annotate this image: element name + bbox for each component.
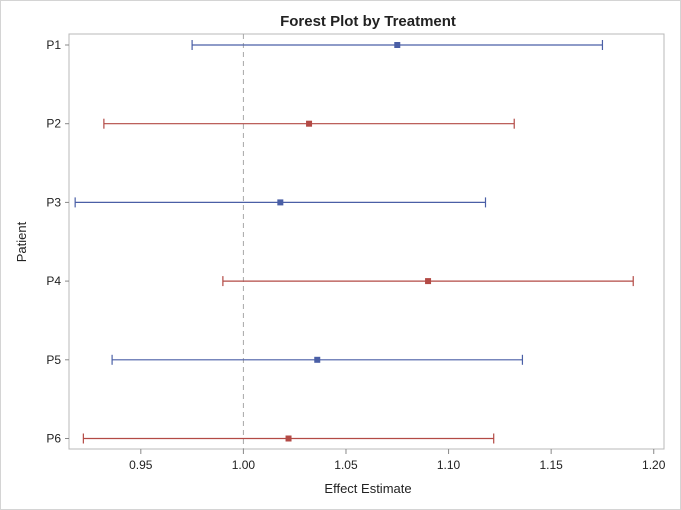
y-tick-label: P4 bbox=[46, 274, 61, 288]
ci-row-p2 bbox=[103, 118, 515, 129]
y-tick-label: P3 bbox=[46, 195, 61, 209]
y-tick-label: P6 bbox=[46, 432, 61, 446]
x-axis-label: Effect Estimate bbox=[324, 481, 411, 496]
ci-row-p3 bbox=[74, 197, 487, 208]
x-tick-label: 1.20 bbox=[642, 458, 666, 472]
estimate-marker bbox=[394, 42, 401, 48]
ci-row-p6 bbox=[82, 433, 495, 444]
x-tick-label: 1.00 bbox=[232, 458, 256, 472]
x-tick-label: 1.15 bbox=[539, 458, 563, 472]
estimate-marker bbox=[277, 199, 284, 206]
estimate-marker bbox=[314, 356, 321, 363]
estimate-marker bbox=[285, 435, 292, 442]
y-axis-label: Patient bbox=[14, 221, 29, 262]
y-tick-label: P1 bbox=[46, 38, 61, 52]
estimate-marker bbox=[306, 120, 313, 127]
estimate-marker bbox=[425, 278, 432, 285]
ci-row-p4 bbox=[222, 276, 634, 287]
plot-area bbox=[68, 33, 665, 450]
x-tick-label: 1.05 bbox=[334, 458, 358, 472]
x-tick-label: 1.10 bbox=[437, 458, 461, 472]
y-tick-label: P5 bbox=[46, 353, 61, 367]
ci-row-p5 bbox=[111, 354, 524, 365]
ci-row-p1 bbox=[191, 40, 604, 50]
y-tick-label: P2 bbox=[46, 117, 61, 131]
x-tick-label: 0.95 bbox=[129, 458, 153, 472]
chart-title: Forest Plot by Treatment bbox=[280, 13, 456, 30]
